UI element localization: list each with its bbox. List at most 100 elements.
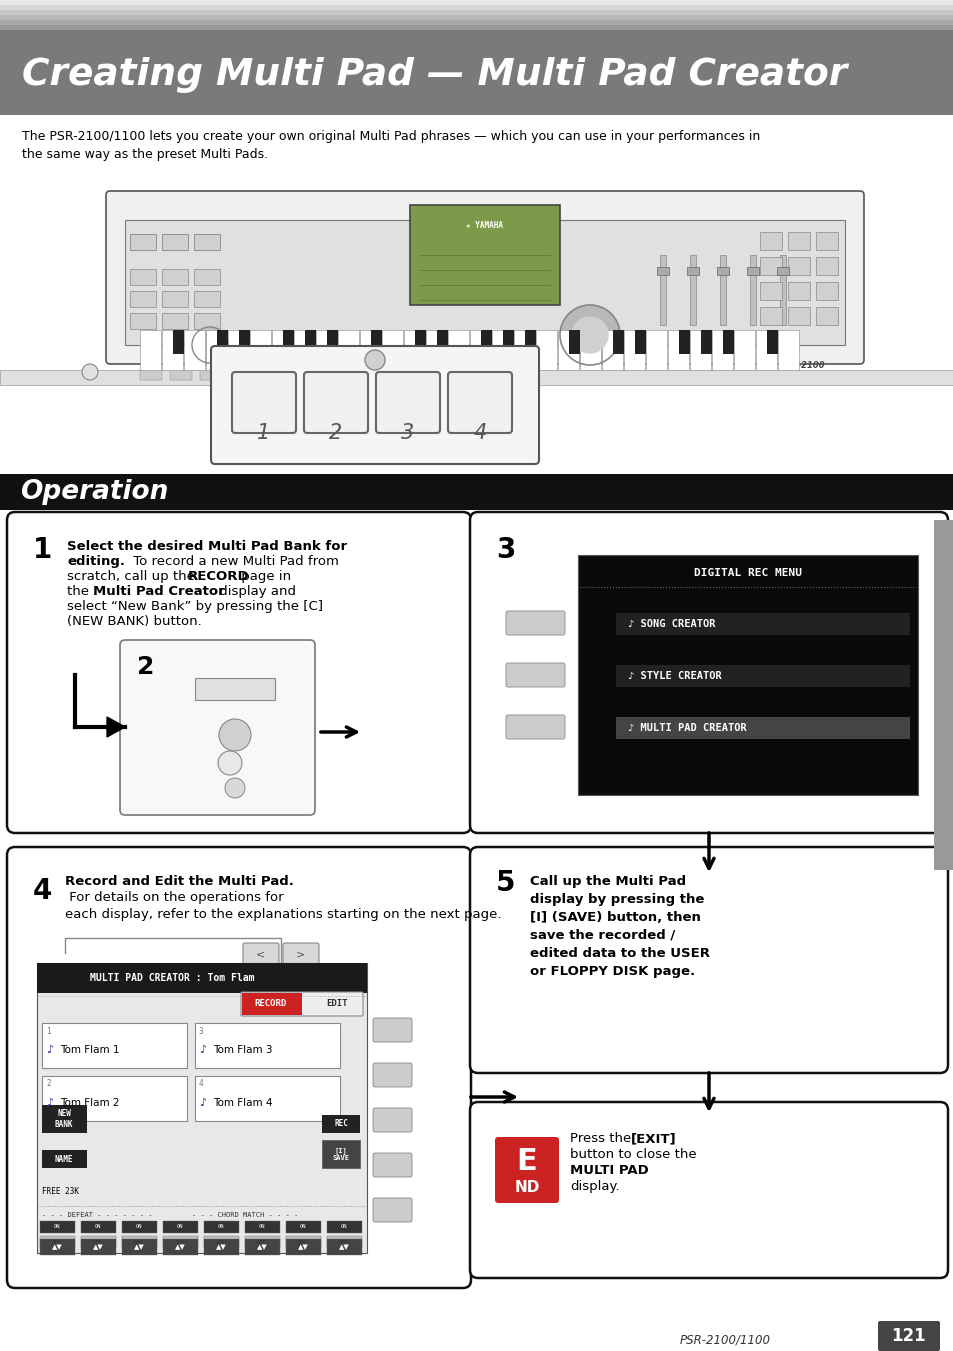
Circle shape <box>192 327 228 363</box>
Bar <box>37 963 367 1252</box>
Bar <box>81 1221 116 1233</box>
Bar <box>700 330 711 354</box>
Bar <box>359 330 380 370</box>
FancyBboxPatch shape <box>373 1019 412 1042</box>
Bar <box>659 255 665 326</box>
Bar <box>204 1236 239 1248</box>
Bar <box>815 257 837 276</box>
FancyBboxPatch shape <box>470 1102 947 1278</box>
Bar <box>40 1239 75 1255</box>
Bar <box>162 290 188 307</box>
Text: <: < <box>256 948 265 959</box>
Bar <box>787 232 809 250</box>
Bar <box>122 1236 157 1248</box>
Bar <box>327 1239 361 1255</box>
Text: scratch, call up the: scratch, call up the <box>67 570 199 584</box>
Text: ♪ MULTI PAD CREATOR: ♪ MULTI PAD CREATOR <box>627 723 746 734</box>
Bar <box>184 330 205 370</box>
Text: button to close the: button to close the <box>569 1148 696 1161</box>
Text: DIGITAL REC MENU: DIGITAL REC MENU <box>693 567 801 578</box>
Circle shape <box>559 305 619 365</box>
Bar <box>327 1221 361 1233</box>
Bar <box>163 1236 198 1248</box>
Bar <box>230 370 252 380</box>
Text: ON: ON <box>176 1224 183 1229</box>
FancyBboxPatch shape <box>7 847 471 1288</box>
Bar <box>200 370 222 380</box>
Text: EDIT: EDIT <box>326 1000 348 1008</box>
Text: MULTI PAD: MULTI PAD <box>569 1165 648 1177</box>
Text: PAD1: PAD1 <box>205 1221 218 1227</box>
Text: >: > <box>296 948 305 959</box>
Bar <box>283 330 294 354</box>
Bar <box>305 330 315 354</box>
Bar <box>327 330 337 354</box>
Bar <box>272 330 293 370</box>
Text: OFF: OFF <box>338 1239 349 1244</box>
Text: ▲▼: ▲▼ <box>338 1244 349 1250</box>
Bar <box>122 1221 157 1233</box>
Bar <box>286 1221 320 1233</box>
Bar <box>616 665 909 688</box>
Text: Tom Flam 1: Tom Flam 1 <box>60 1046 119 1055</box>
FancyBboxPatch shape <box>243 943 278 965</box>
Bar <box>558 330 578 370</box>
Text: OFF: OFF <box>216 1239 226 1244</box>
Circle shape <box>219 719 251 751</box>
Text: 1: 1 <box>33 536 52 563</box>
Bar <box>206 330 227 370</box>
Text: OFF: OFF <box>52 1239 62 1244</box>
Text: Select the desired Multi Pad Bank for: Select the desired Multi Pad Bank for <box>67 540 347 553</box>
Text: PAD3: PAD3 <box>287 1221 300 1227</box>
Text: ND: ND <box>514 1179 539 1194</box>
Text: Call up the Multi Pad
display by pressing the
[I] (SAVE) button, then
save the r: Call up the Multi Pad display by pressin… <box>530 875 709 978</box>
FancyBboxPatch shape <box>7 512 471 834</box>
Bar <box>635 330 645 354</box>
Bar <box>578 555 917 794</box>
Text: 4: 4 <box>473 423 486 443</box>
Bar <box>780 255 785 326</box>
Bar <box>760 307 781 326</box>
Bar <box>623 330 644 370</box>
Bar <box>536 330 557 370</box>
Bar <box>294 330 314 370</box>
Text: OFF: OFF <box>175 1239 185 1244</box>
Bar <box>766 330 778 354</box>
Text: OFF: OFF <box>257 1239 267 1244</box>
Text: ON: ON <box>217 1224 224 1229</box>
Bar <box>787 282 809 300</box>
Text: Record and Edit the Multi Pad.: Record and Edit the Multi Pad. <box>65 875 294 888</box>
Text: select “New Bank” by pressing the [C]: select “New Bank” by pressing the [C] <box>67 600 323 613</box>
Bar <box>290 370 312 380</box>
Text: MULTI PAD CREATOR : Tom Flam: MULTI PAD CREATOR : Tom Flam <box>90 973 254 984</box>
Bar <box>216 330 228 354</box>
FancyBboxPatch shape <box>304 372 368 434</box>
FancyBboxPatch shape <box>106 190 863 363</box>
Text: ▲▼: ▲▼ <box>256 1244 267 1250</box>
Bar <box>415 330 426 354</box>
Bar <box>0 26 953 30</box>
Bar <box>815 282 837 300</box>
FancyBboxPatch shape <box>241 992 363 1016</box>
Text: 3: 3 <box>199 1027 203 1035</box>
Bar <box>778 330 799 370</box>
Circle shape <box>225 778 245 798</box>
Bar <box>686 267 699 276</box>
Text: ♪ SONG CREATOR: ♪ SONG CREATOR <box>627 619 715 630</box>
Bar <box>194 1023 339 1069</box>
Bar <box>122 1239 157 1255</box>
Bar <box>193 269 220 285</box>
Bar <box>193 234 220 250</box>
Bar <box>448 330 469 370</box>
Text: RECORD: RECORD <box>254 1000 287 1008</box>
Text: ♪: ♪ <box>199 1046 206 1055</box>
Bar <box>711 330 732 370</box>
Bar <box>430 218 539 235</box>
Bar <box>193 313 220 330</box>
Bar <box>381 330 402 370</box>
Text: Multi Pad Creator: Multi Pad Creator <box>92 585 225 598</box>
Text: OFF: OFF <box>134 1239 144 1244</box>
Bar <box>787 257 809 276</box>
FancyBboxPatch shape <box>470 847 947 1073</box>
Bar <box>492 330 513 370</box>
